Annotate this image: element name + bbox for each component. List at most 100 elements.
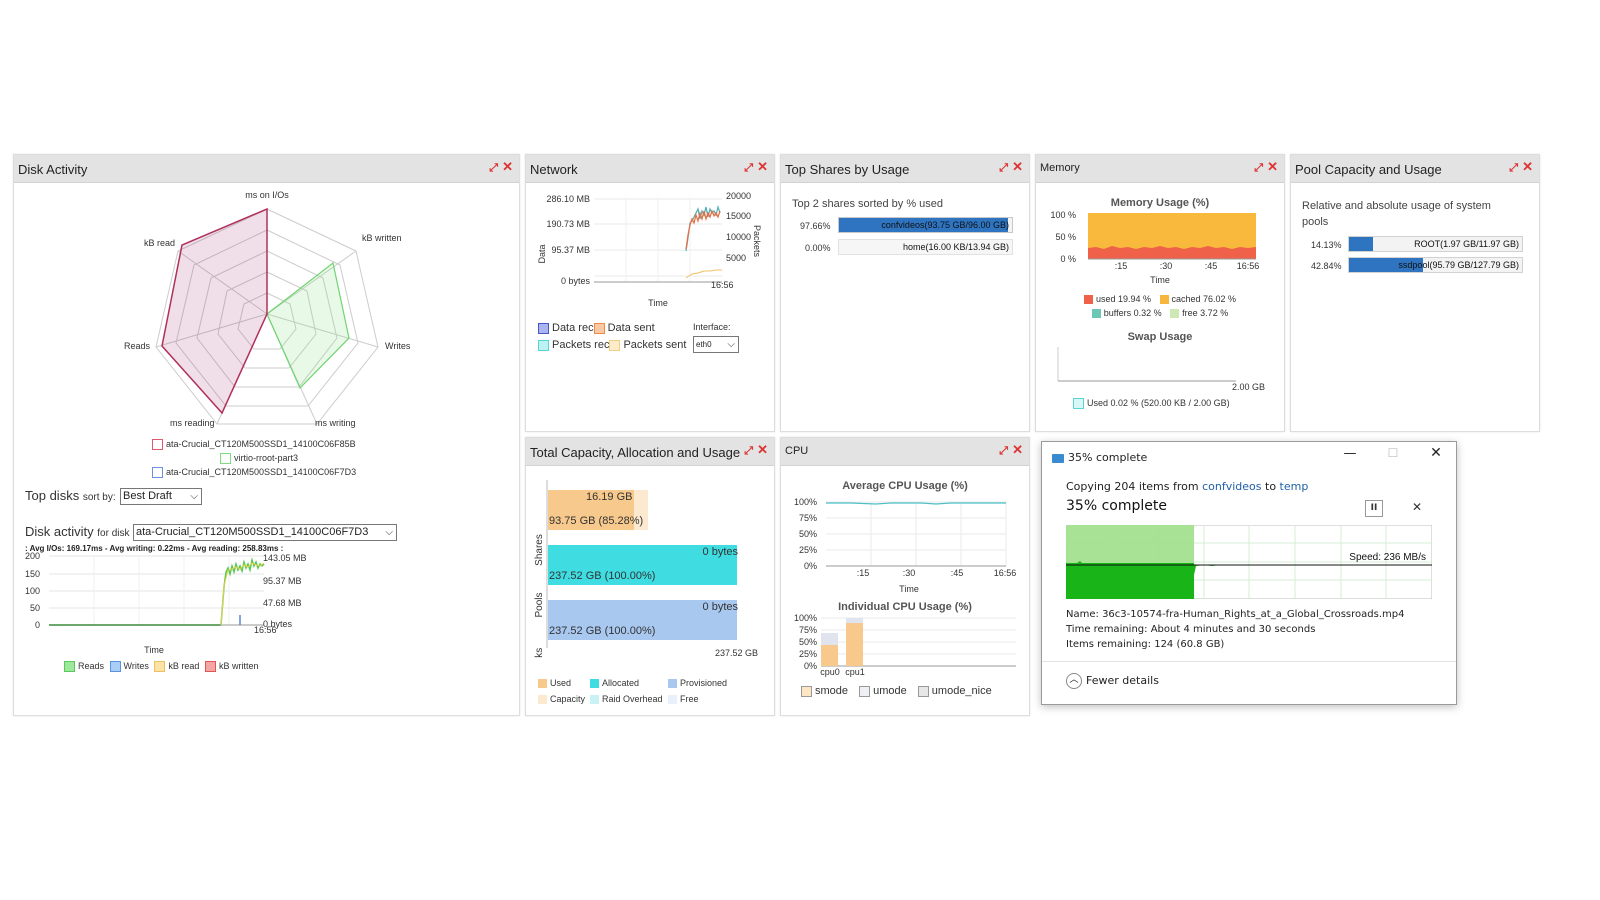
capacity-bar-shares[interactable] — [548, 490, 634, 530]
copying-line: Copying 204 items from confvideos to tem… — [1066, 480, 1309, 493]
share-bar-label: confvideos(93.75 GB/96.00 GB) — [881, 220, 1009, 230]
legend-item[interactable]: Data rec — [538, 322, 594, 334]
close-button[interactable]: ✕ — [1430, 445, 1442, 461]
expand-icon[interactable]: ⤢ — [744, 445, 754, 457]
legend-item[interactable]: Allocated — [590, 675, 668, 691]
top-shares-title: Top Shares by Usage — [785, 162, 910, 177]
legend-item[interactable]: smode — [801, 685, 848, 697]
legend-item[interactable]: Data sent — [593, 322, 655, 334]
transfer-details: Name: 36c3-10574-fra-Human_Rights_at_a_G… — [1066, 609, 1405, 650]
x-tick: :30 — [1160, 261, 1173, 271]
x-tick: :30 — [903, 568, 916, 578]
pause-button[interactable]: II — [1365, 500, 1383, 517]
y2-tick: 20000 — [726, 191, 751, 201]
y-tick: 0 % — [1060, 254, 1076, 264]
legend-item[interactable]: Writes — [109, 661, 149, 673]
swap-legend[interactable]: Used 0.02 % (520.00 KB / 2.00 GB) — [1073, 398, 1230, 410]
expand-icon[interactable]: ⤢ — [999, 162, 1009, 174]
x-tick: 16:56 — [1237, 261, 1260, 271]
expand-icon[interactable]: ⤢ — [999, 445, 1009, 457]
expand-icon[interactable]: ⤢ — [1254, 162, 1264, 174]
cpu-widget: CPU ⤢ ✕ Average CPU Usage (%) 100% 75% 50… — [780, 437, 1030, 716]
share-bar[interactable]: confvideos(93.75 GB/96.00 GB) — [838, 217, 1013, 233]
cpu-individual-chart: 100% 75% 50% 25% 0% cpu0 cpu1 — [794, 614, 1016, 677]
fewer-details-button[interactable]: ︿ Fewer details — [1066, 673, 1159, 689]
close-icon[interactable]: ✕ — [502, 159, 513, 174]
pool-bar[interactable]: ROOT(1.97 GB/11.97 GB) — [1348, 236, 1523, 252]
legend-item[interactable]: Provisioned — [668, 678, 727, 689]
disk-legend: ata-Crucial_CT120M500SSD1_14100C06F85B v… — [152, 437, 356, 479]
y-tick: 100% — [794, 614, 817, 623]
pool-bar[interactable]: ssdpool(95.79 GB/127.79 GB) — [1348, 257, 1523, 273]
sort-select[interactable]: Best Draft ⌵ — [120, 488, 202, 505]
interface-label: Interface: — [693, 322, 731, 332]
legend-item[interactable]: cached 76.02 % — [1159, 294, 1236, 305]
cpu-individual-title: Individual CPU Usage (%) — [838, 601, 972, 613]
disk-select[interactable]: ata-Crucial_CT120M500SSD1_14100C06F7D3 ⌵ — [133, 524, 397, 541]
legend-item[interactable]: used 19.94 % — [1083, 294, 1151, 305]
y-tick: 190.73 MB — [546, 219, 590, 229]
close-icon[interactable]: ✕ — [1522, 159, 1533, 174]
expand-icon[interactable]: ⤢ — [744, 162, 754, 174]
disk-legend-item[interactable]: ata-Crucial_CT120M500SSD1_14100C06F85B — [152, 437, 356, 451]
legend-item[interactable]: umode_nice — [917, 685, 992, 697]
share-bar-label: home(16.00 KB/13.94 GB) — [902, 242, 1009, 252]
legend-item[interactable]: Raid Overhead — [590, 691, 668, 707]
close-icon[interactable]: ✕ — [757, 159, 768, 174]
total-capacity-title: Total Capacity, Allocation and Usage — [530, 445, 741, 460]
capacity-label: 93.75 GB (85.28%) — [549, 515, 644, 527]
x-axis-label: Time — [899, 584, 919, 594]
close-icon[interactable]: ✕ — [1012, 159, 1023, 174]
y-tick: 75% — [799, 625, 817, 635]
y-tick: 25% — [799, 649, 817, 659]
disk-legend-item[interactable]: ata-Crucial_CT120M500SSD1_14100C06F7D3 — [152, 465, 356, 479]
disk-legend-item[interactable]: virtio-rroot-part3 — [152, 451, 356, 465]
y-tick: 0% — [804, 661, 817, 671]
legend-item[interactable]: umode — [859, 685, 907, 697]
legend-item[interactable]: Free — [668, 694, 699, 705]
legend-item[interactable]: Packets rec — [538, 339, 609, 351]
x-tick: :45 — [951, 568, 964, 578]
legend-item[interactable]: Used — [538, 675, 590, 691]
network-legend: Data rec Data sent Packets rec Packets sen… — [538, 320, 686, 354]
close-icon[interactable]: ✕ — [1012, 442, 1023, 457]
interface-select[interactable]: eth0 ⌵ — [693, 336, 739, 353]
pool-pct: 14.13% — [1311, 240, 1342, 250]
file-copy-dialog: 35% complete — ☐ ✕ Copying 204 items fro… — [1041, 441, 1457, 705]
disk-activity-widget: Disk Activity ⤢ ✕ ms on I/Os kB written W… — [13, 154, 520, 716]
legend-item[interactable]: kB read — [154, 661, 199, 673]
legend-item[interactable]: free 3.72 % — [1170, 308, 1228, 319]
top-disks-row: Top disks sort by: — [25, 488, 116, 503]
copy-icon — [1052, 453, 1064, 463]
y-tick: 75% — [799, 513, 817, 523]
close-icon[interactable]: ✕ — [1267, 159, 1278, 174]
y-tick: 0 bytes — [561, 276, 591, 286]
maximize-button: ☐ — [1387, 446, 1399, 460]
radar-axis-label: ms writing — [315, 418, 356, 428]
minimize-button[interactable]: — — [1343, 446, 1357, 461]
cancel-button[interactable]: ✕ — [1411, 500, 1423, 514]
expand-icon[interactable]: ⤢ — [1509, 162, 1519, 174]
legend-item[interactable]: Reads — [64, 661, 104, 673]
legend-item[interactable]: kB written — [204, 661, 258, 673]
capacity-bar-pools[interactable] — [548, 545, 737, 585]
capacity-bar-disks[interactable] — [548, 600, 737, 640]
share-bar[interactable]: home(16.00 KB/13.94 GB) — [838, 239, 1013, 255]
capacity-x-tick: 237.52 GB — [715, 648, 759, 658]
y-tick: 0 — [35, 620, 40, 630]
close-icon[interactable]: ✕ — [757, 442, 768, 457]
x-axis-label: Time — [1150, 275, 1170, 285]
dest-folder-link[interactable]: temp — [1279, 480, 1309, 493]
chevron-down-icon: ⌵ — [385, 527, 393, 538]
chevron-down-icon: ⌵ — [190, 491, 198, 502]
expand-icon[interactable]: ⤢ — [489, 162, 499, 174]
swap-title: Swap Usage — [1127, 331, 1193, 343]
legend-item[interactable]: buffers 0.32 % — [1091, 308, 1162, 319]
legend-item[interactable]: Packets sent — [609, 339, 686, 351]
radar-axis-label: Reads — [124, 341, 151, 351]
radar-axis-label: ms on I/Os — [245, 190, 289, 200]
cpu-average-chart: 100% 75% 50% 25% 0% :15 :30 :45 16:56 Ti… — [794, 497, 1016, 594]
legend-item[interactable]: Capacity — [538, 691, 590, 707]
legend-swatch — [220, 453, 231, 465]
source-folder-link[interactable]: confvideos — [1202, 480, 1262, 493]
